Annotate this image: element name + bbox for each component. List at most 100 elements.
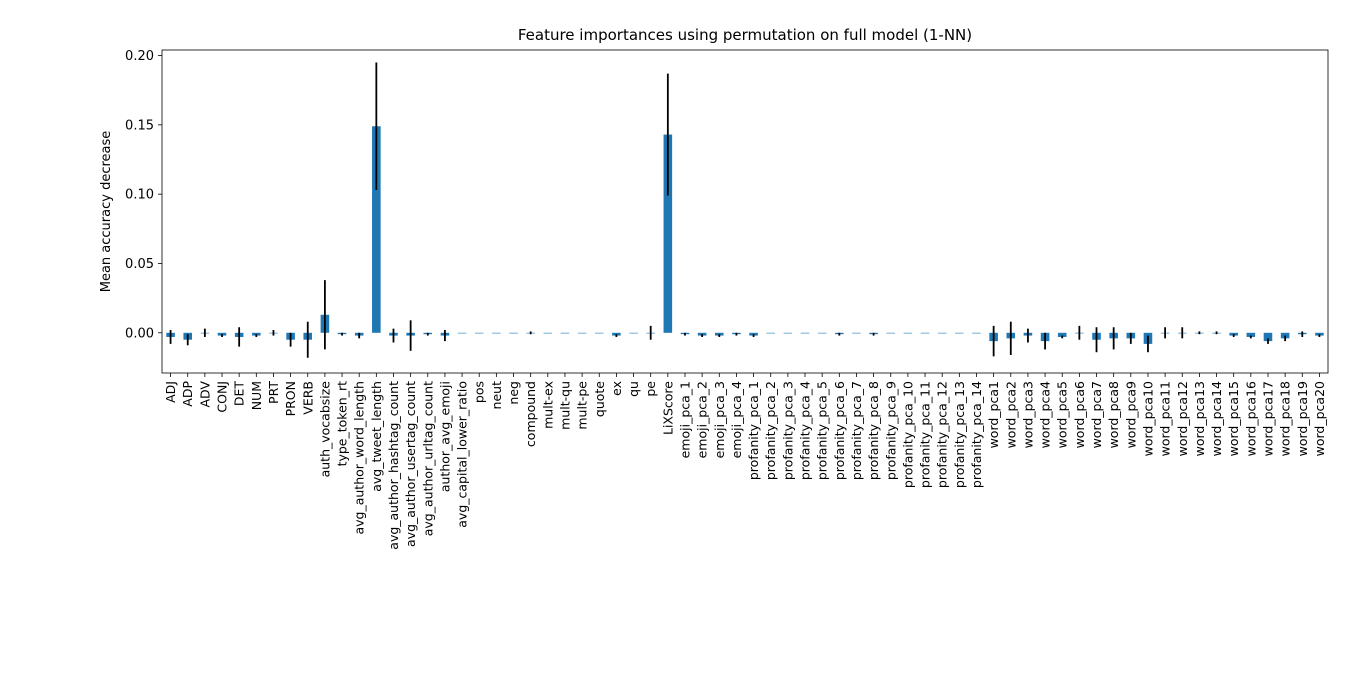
x-tick-label-9: auth_vocabsize xyxy=(317,381,332,478)
x-tick-label-2: ADV xyxy=(197,381,212,408)
bar-43 xyxy=(903,332,913,334)
x-tick-label-25: quote xyxy=(592,381,607,417)
y-axis: 0.00 0.05 0.10 0.15 0.20 xyxy=(125,49,162,341)
x-tick-label-44: profanity_pca_11 xyxy=(918,381,933,488)
x-tick-label-27: qu xyxy=(626,381,641,397)
x-tick-label-21: compound xyxy=(523,381,538,447)
x-tick-label-1: ADP xyxy=(180,381,195,407)
x-tick-label-59: word_pca12 xyxy=(1175,381,1190,456)
bar-35 xyxy=(766,332,776,334)
x-tick-label-65: word_pca18 xyxy=(1278,381,1293,456)
x-tick-label-57: word_pca10 xyxy=(1140,381,1155,456)
bar-29 xyxy=(663,134,673,333)
x-tick-label-30: emoji_pca_1 xyxy=(677,381,692,458)
x-tick-label-52: word_pca5 xyxy=(1055,381,1070,448)
x-tick-label-61: word_pca14 xyxy=(1209,381,1224,456)
bar-17 xyxy=(457,332,467,334)
x-tick-label-5: NUM xyxy=(249,381,264,410)
x-tick-label-66: word_pca19 xyxy=(1295,381,1310,456)
x-tick-label-37: profanity_pca_4 xyxy=(798,381,813,480)
x-axis: ADJ ADP ADV CONJ DET NUM PRT PRON VERB auth_vocab… xyxy=(163,373,1327,550)
x-tick-label-24: mult-pe xyxy=(575,381,590,430)
x-tick-label-31: emoji_pca_2 xyxy=(695,381,710,458)
x-tick-label-33: emoji_pca_4 xyxy=(729,381,744,458)
x-tick-label-62: word_pca15 xyxy=(1226,381,1241,456)
error-bars-layer xyxy=(169,62,1321,358)
x-tick-label-47: profanity_pca_14 xyxy=(969,381,984,488)
bar-52 xyxy=(1057,332,1067,337)
bar-19 xyxy=(492,332,501,334)
x-tick-label-26: ex xyxy=(609,381,624,396)
bar-64 xyxy=(1263,332,1273,342)
x-tick-label-38: profanity_pca_5 xyxy=(815,381,830,480)
bar-18 xyxy=(474,332,484,334)
bar-46 xyxy=(955,332,964,334)
bar-12 xyxy=(372,126,381,333)
y-tick-label-3: 0.15 xyxy=(125,118,154,133)
x-tick-label-4: DET xyxy=(232,381,247,407)
bar-42 xyxy=(886,332,896,334)
bar-36 xyxy=(783,332,793,334)
bar-40 xyxy=(852,332,861,334)
x-tick-label-35: profanity_pca_2 xyxy=(763,381,778,480)
x-tick-label-64: word_pca17 xyxy=(1260,381,1275,456)
x-tick-label-22: mult-ex xyxy=(540,381,555,429)
x-tick-label-49: word_pca2 xyxy=(1003,381,1018,448)
chart-title: Feature importances using permutation on… xyxy=(518,26,972,44)
x-tick-label-29: LiXScore xyxy=(660,381,675,435)
x-tick-label-10: type_token_rt xyxy=(335,381,350,467)
x-tick-label-34: profanity_pca_1 xyxy=(746,381,761,480)
x-tick-label-48: word_pca1 xyxy=(986,381,1001,448)
y-axis-label: Mean accuracy decrease xyxy=(99,131,114,293)
x-tick-label-51: word_pca4 xyxy=(1038,381,1053,448)
bar-23 xyxy=(560,332,570,334)
x-tick-label-53: word_pca6 xyxy=(1072,381,1087,448)
bar-47 xyxy=(972,332,981,334)
bar-63 xyxy=(1246,332,1256,337)
x-tick-label-11: avg_author_word_length xyxy=(352,381,367,535)
x-tick-label-12: avg_tweet_length xyxy=(369,381,384,492)
x-tick-label-41: profanity_pca_8 xyxy=(866,381,881,480)
x-tick-label-7: PRON xyxy=(283,381,298,416)
x-tick-label-50: word_pca3 xyxy=(1020,381,1035,448)
bar-45 xyxy=(937,332,947,334)
y-tick-label-2: 0.10 xyxy=(125,188,154,203)
x-tick-label-3: CONJ xyxy=(215,381,230,413)
y-tick-label-0: 0.00 xyxy=(125,326,154,341)
y-tick-label-1: 0.05 xyxy=(125,257,154,272)
x-tick-label-32: emoji_pca_3 xyxy=(712,381,727,458)
x-tick-label-42: profanity_pca_9 xyxy=(883,381,898,480)
bar-20 xyxy=(509,332,518,334)
x-tick-label-0: ADJ xyxy=(163,381,178,403)
x-tick-label-17: avg_capital_lower_ratio xyxy=(455,381,470,528)
bar-25 xyxy=(594,332,604,334)
x-tick-label-14: avg_author_usertag_count xyxy=(403,381,418,547)
x-tick-label-58: word_pca11 xyxy=(1158,381,1173,456)
x-tick-label-45: profanity_pca_12 xyxy=(935,381,950,488)
x-tick-label-60: word_pca13 xyxy=(1192,381,1207,456)
x-tick-label-6: PRT xyxy=(266,381,281,404)
x-tick-label-39: profanity_pca_6 xyxy=(832,381,847,480)
bar-38 xyxy=(817,332,827,334)
x-tick-label-54: word_pca7 xyxy=(1089,381,1104,448)
x-tick-label-67: word_pca20 xyxy=(1312,381,1327,456)
x-tick-label-46: profanity_pca_13 xyxy=(952,381,967,488)
plot-area-frame xyxy=(161,49,1329,374)
x-tick-label-19: neut xyxy=(489,381,504,410)
x-tick-label-36: profanity_pca_3 xyxy=(780,381,795,480)
y-tick-label-4: 0.20 xyxy=(125,49,154,64)
x-tick-label-16: author_avg_emoji xyxy=(437,381,452,492)
x-tick-label-18: pos xyxy=(472,381,487,403)
x-tick-label-15: avg_author_urltag_count xyxy=(420,381,435,536)
x-tick-label-43: profanity_pca_10 xyxy=(900,381,915,488)
bar-22 xyxy=(543,332,553,334)
bar-37 xyxy=(800,332,810,334)
bar-24 xyxy=(577,332,587,334)
x-tick-label-20: neg xyxy=(506,381,521,405)
x-tick-label-8: VERB xyxy=(300,381,315,415)
x-tick-label-63: word_pca16 xyxy=(1243,381,1258,456)
x-tick-label-55: word_pca8 xyxy=(1106,381,1121,448)
